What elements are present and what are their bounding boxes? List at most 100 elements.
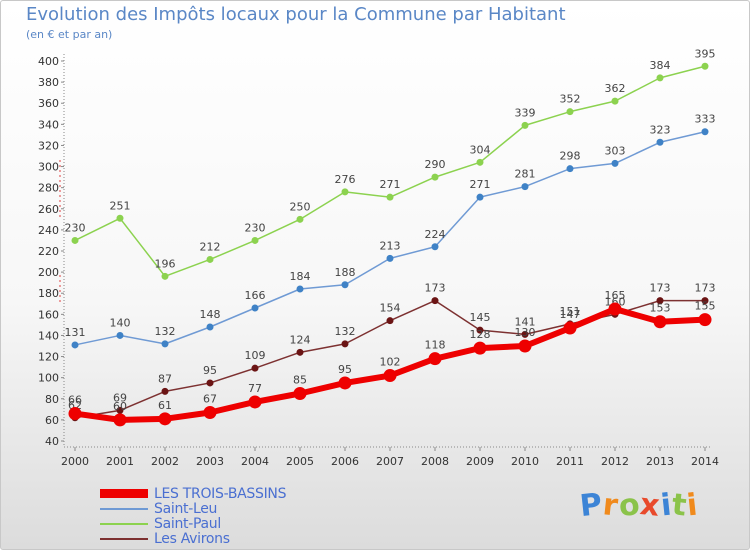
data-point	[386, 193, 394, 201]
data-point	[701, 297, 709, 305]
data-label: 173	[695, 282, 716, 295]
data-point	[566, 165, 574, 173]
data-point	[476, 158, 484, 166]
data-label: 132	[155, 325, 176, 338]
data-label: 303	[605, 144, 626, 157]
legend-item: LES TROIS-BASSINS	[100, 485, 287, 502]
y-tick-label: 180	[38, 287, 59, 300]
y-tick-label: 240	[38, 224, 59, 237]
x-tick-label: 2010	[511, 455, 539, 468]
x-tick-label: 2011	[556, 455, 584, 468]
data-point	[653, 315, 667, 329]
legend-label: LES TROIS-BASSINS	[154, 485, 287, 502]
data-label: 147	[560, 308, 581, 321]
data-label: 131	[65, 326, 86, 339]
legend-item: Saint-Paul	[100, 516, 286, 532]
data-label: 395	[695, 47, 716, 60]
logo-letter: i	[685, 487, 701, 524]
data-label: 384	[650, 59, 671, 72]
data-point	[293, 387, 307, 400]
data-point	[341, 281, 349, 289]
data-label: 141	[515, 315, 536, 328]
legend-item: Les Avirons	[100, 530, 286, 547]
y-tick-label: 300	[38, 161, 59, 174]
data-point	[608, 302, 622, 316]
data-point	[341, 188, 349, 196]
data-point	[158, 412, 172, 426]
y-tick-label: 120	[38, 351, 59, 364]
data-point	[113, 413, 127, 427]
y-tick-label: 360	[38, 97, 59, 110]
x-tick-label: 2008	[421, 455, 449, 468]
data-label: 67	[203, 393, 217, 406]
data-point	[656, 138, 664, 146]
legend-swatch	[100, 522, 148, 525]
data-label: 148	[200, 308, 221, 321]
series-les-trois-bassins: 66 60 61 67 77 85 95 102 118 128 130 147 165 153 155	[68, 289, 716, 427]
data-point	[116, 214, 124, 222]
data-point	[161, 387, 169, 395]
data-point	[566, 108, 574, 116]
data-label: 130	[515, 326, 536, 339]
data-label: 362	[605, 82, 626, 95]
data-label: 196	[155, 257, 176, 270]
data-label: 85	[293, 374, 307, 387]
data-point	[698, 313, 712, 327]
data-point	[203, 406, 217, 419]
data-label: 61	[158, 399, 172, 412]
data-label: 352	[560, 93, 581, 106]
chart-subtitle: (en € et par an)	[26, 28, 113, 41]
legend: LES TROIS-BASSINS Saint-Leu Saint-Paul Les …	[100, 485, 287, 547]
data-label: 230	[65, 221, 86, 234]
data-point	[383, 369, 397, 383]
data-label: 160	[605, 295, 626, 308]
data-point	[386, 317, 394, 325]
data-point	[341, 340, 349, 348]
y-tick-label: 160	[38, 308, 59, 321]
data-point	[296, 285, 304, 293]
x-tick-label: 2004	[241, 455, 269, 468]
data-label: 95	[338, 363, 352, 376]
legend-label: Les Avirons	[154, 530, 230, 547]
data-label: 155	[695, 300, 716, 313]
data-point	[521, 183, 529, 191]
data-point	[206, 379, 214, 387]
data-point	[116, 331, 124, 339]
x-tick-label: 2013	[646, 455, 674, 468]
x-tick-label: 2001	[106, 455, 134, 468]
x-tick-label: 2002	[151, 455, 179, 468]
data-point	[476, 193, 484, 201]
data-label: 145	[470, 311, 491, 324]
y-tick-label: 220	[38, 245, 59, 258]
data-point	[296, 215, 304, 223]
x-tick-label: 2009	[466, 455, 494, 468]
data-label: 69	[113, 391, 127, 404]
y-tick-label: 340	[38, 118, 59, 131]
data-label: 298	[560, 150, 581, 163]
data-label: 87	[158, 372, 172, 385]
data-point	[71, 341, 79, 349]
data-label: 224	[425, 228, 446, 241]
x-tick-label: 2000	[61, 455, 89, 468]
data-label: 124	[290, 333, 311, 346]
legend-swatch	[100, 537, 148, 540]
data-label: 118	[425, 339, 446, 352]
data-label: 304	[470, 143, 491, 156]
legend-swatch	[100, 507, 148, 510]
data-label: 323	[650, 123, 671, 136]
data-point	[431, 297, 439, 305]
data-point	[71, 236, 79, 244]
y-tick-label: 140	[38, 329, 59, 342]
data-label: 276	[335, 173, 356, 186]
data-point	[656, 297, 664, 305]
legend-label: Saint-Leu	[154, 500, 218, 517]
series-saint-leu: 131 140 132 148 166 184 188 213 224 271 281 298 303 3…	[65, 113, 716, 349]
y-tick-label: 280	[38, 182, 59, 195]
y-tick-label: 320	[38, 139, 59, 152]
data-point	[251, 304, 259, 312]
data-label: 213	[380, 239, 401, 252]
data-point	[296, 348, 304, 356]
data-label: 251	[110, 199, 131, 212]
data-label: 173	[425, 282, 446, 295]
